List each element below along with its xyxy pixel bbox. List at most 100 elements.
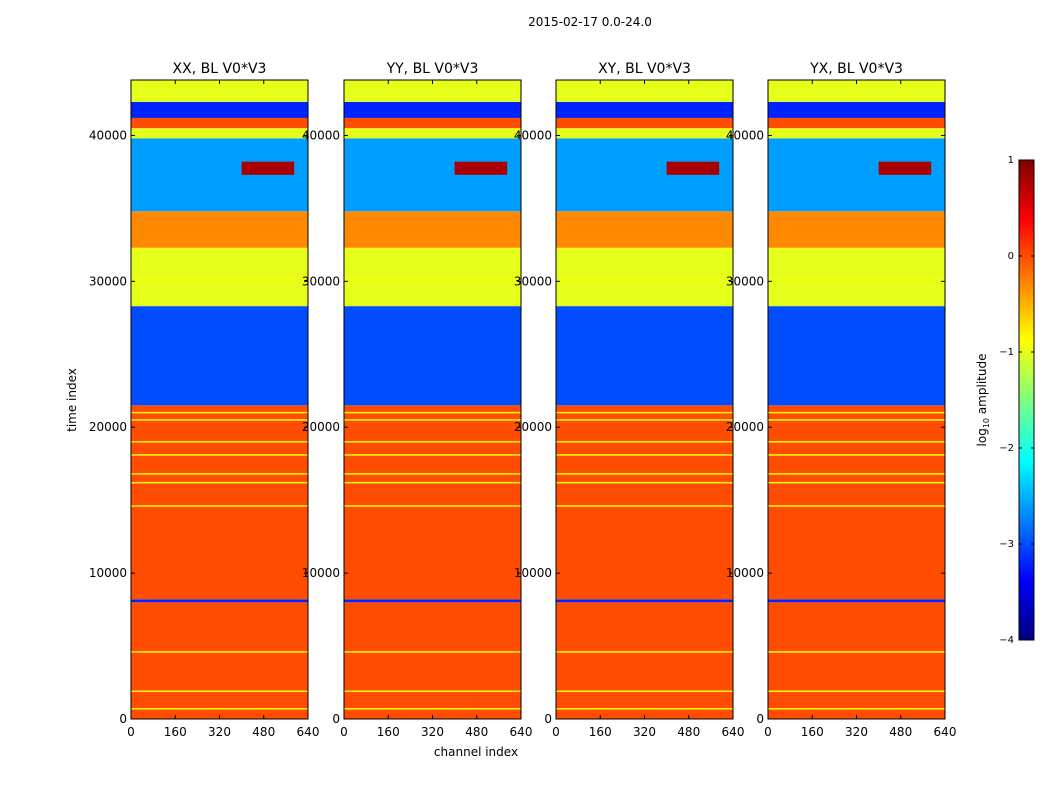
heatmap-line [556, 454, 733, 456]
heatmap-line [768, 441, 945, 443]
heatmap-band [344, 128, 521, 139]
heatmap-line [556, 277, 733, 280]
heatmap-band [344, 405, 521, 600]
heatmap-line [344, 277, 521, 280]
x-tick-label: 0 [764, 725, 772, 739]
heatmap-band [344, 599, 521, 603]
panel: XX, BL V0*V3 0 160 320 480 640 0 10000 20000 3000… [89, 61, 320, 739]
heatmap-line [131, 441, 308, 443]
x-tick-label: 640 [297, 725, 320, 739]
panels: XX, BL V0*V3 0 160 320 480 640 0 10000 20000 3000… [89, 61, 957, 739]
heatmap-line [344, 454, 521, 456]
heatmap-line [768, 277, 945, 280]
heatmap-band [131, 306, 308, 406]
x-tick-label: 480 [677, 725, 700, 739]
panel-title: YY, BL V0*V3 [386, 61, 479, 77]
heatmap-band [768, 247, 945, 307]
heatmap-line [344, 441, 521, 443]
heatmap-line [768, 651, 945, 653]
panel-title: XY, BL V0*V3 [598, 61, 691, 77]
colorbar-tick-label: −3 [999, 539, 1014, 550]
heatmap-line [131, 690, 308, 693]
y-tick-label: 40000 [514, 128, 552, 142]
y-tick-label: 40000 [89, 128, 127, 142]
figure-suptitle: 2015-02-17 0.0-24.0 [528, 15, 652, 29]
x-tick-label: 160 [801, 725, 824, 739]
heatmap-band [768, 211, 945, 248]
x-tick-label: 160 [377, 725, 400, 739]
y-tick-label: 10000 [726, 566, 764, 580]
y-tick-label: 20000 [89, 420, 127, 434]
heatmap-band [344, 211, 521, 248]
heatmap-line [768, 690, 945, 693]
heatmap-band [768, 128, 945, 139]
heatmap-line [768, 708, 945, 710]
colorbar-label: log10 amplitude [975, 354, 991, 447]
heatmap-band [556, 80, 733, 102]
heatmap-band [768, 306, 945, 406]
heatmap-line [768, 473, 945, 475]
heatmap-line [131, 651, 308, 653]
heatmap-band [556, 117, 733, 129]
colorbar-tick-label: 0 [1008, 251, 1014, 262]
heatmap-band [344, 306, 521, 406]
heatmap-band [131, 80, 308, 102]
x-tick-label: 0 [552, 725, 560, 739]
colorbar-ticks: 1 0 −1 −2 −3 −4 [999, 155, 1034, 646]
heatmap-band [556, 306, 733, 406]
y-axis-label: time index [65, 368, 79, 432]
y-tick-label: 30000 [726, 274, 764, 288]
heatmap-line [556, 505, 733, 507]
y-tick-label: 30000 [302, 274, 340, 288]
heatmap-band [344, 80, 521, 102]
heatmap-line [131, 708, 308, 710]
heatmap-band [768, 117, 945, 129]
heatmap-line [768, 411, 945, 414]
heatmap-band [556, 211, 733, 248]
heatmap-band [131, 405, 308, 600]
heatmap-line [556, 441, 733, 443]
heatmap-band [344, 247, 521, 307]
x-tick-label: 480 [252, 725, 275, 739]
heatmap-line [768, 419, 945, 421]
x-tick-label: 640 [722, 725, 745, 739]
heatmap-band [344, 117, 521, 129]
x-tick-label: 480 [465, 725, 488, 739]
heatmap-line [768, 454, 945, 456]
x-tick-label: 640 [934, 725, 957, 739]
heatmap-band [556, 599, 733, 603]
heatmap-band [556, 247, 733, 307]
y-tick-label: 20000 [726, 420, 764, 434]
y-tick-label: 0 [119, 712, 127, 726]
heatmap-band [768, 101, 945, 118]
y-tick-label: 20000 [514, 420, 552, 434]
heatmap-band [131, 128, 308, 139]
heatmap-line [556, 411, 733, 414]
heatmap-band [131, 247, 308, 307]
panel: YX, BL V0*V3 0 160 320 480 640 0 10000 20000 3000… [726, 61, 957, 739]
heatmap-band [131, 117, 308, 129]
colorbar-tick-label: −4 [999, 635, 1014, 646]
y-tick-label: 10000 [89, 566, 127, 580]
heatmap-high-band [878, 161, 932, 175]
heatmap-line [556, 690, 733, 693]
heatmap-line [344, 651, 521, 653]
heatmap-line [768, 481, 945, 484]
heatmap-line [344, 708, 521, 710]
heatmap-line [344, 481, 521, 484]
heatmap-line [344, 505, 521, 507]
y-tick-label: 30000 [89, 274, 127, 288]
x-tick-label: 320 [421, 725, 444, 739]
heatmap-line [344, 690, 521, 693]
heatmap-band [556, 405, 733, 600]
colorbar-gradient [1018, 159, 1035, 641]
heatmap-band [556, 128, 733, 139]
x-tick-label: 0 [340, 725, 348, 739]
y-tick-label: 30000 [514, 274, 552, 288]
x-tick-label: 320 [208, 725, 231, 739]
heatmap-line [556, 708, 733, 710]
y-tick-label: 0 [756, 712, 764, 726]
heatmap-band [768, 602, 945, 719]
x-tick-label: 640 [510, 725, 533, 739]
y-tick-label: 10000 [302, 566, 340, 580]
